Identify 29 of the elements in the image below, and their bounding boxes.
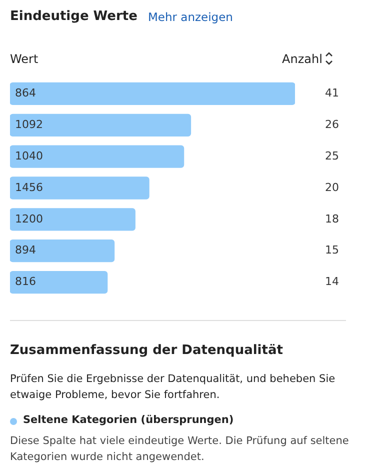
y-tick-label: 1092: [15, 118, 43, 131]
y-tick-label: 816: [15, 275, 36, 288]
bar: [10, 270, 108, 294]
data-label: 20: [325, 180, 339, 194]
data-label: 26: [325, 118, 339, 131]
text: Prüfen Sie die Ergebnisse der Datenqualität, und beheben Sie etwaige Probleme, bevor Sie fortfahren.: [10, 372, 336, 403]
y-axis-title: Wert: [10, 52, 38, 66]
y-tick-label: 894: [15, 244, 36, 257]
x-axis-title: Anzahl: [282, 52, 322, 66]
data-label: 14: [325, 275, 339, 288]
y-tick-label: 1040: [15, 149, 43, 162]
text: Mehr anzeigen: [148, 10, 233, 24]
bar: [10, 176, 150, 200]
text: Seltene Kategorien (übersprungen): [23, 414, 234, 426]
bar: [10, 82, 295, 106]
data-label: 15: [325, 244, 339, 257]
data-label: 18: [325, 212, 339, 226]
bar: [10, 208, 136, 231]
y-tick-label: 864: [15, 86, 36, 100]
data-label: 41: [325, 86, 339, 100]
bar: [10, 145, 184, 168]
bar: [10, 240, 115, 262]
bar: [10, 114, 192, 136]
chart-title: Eindeutige Werte: [10, 9, 138, 24]
y-tick-label: 1456: [15, 180, 43, 194]
text: Zusammenfassung der Datenqualität: [10, 343, 283, 358]
y-tick-label: 1200: [15, 212, 43, 226]
text: Diese Spalte hat viele eindeutige Werte. Die Prüfung auf seltene Kategorien wurde nicht angewendet.: [10, 434, 350, 465]
data-label: 25: [325, 149, 339, 162]
